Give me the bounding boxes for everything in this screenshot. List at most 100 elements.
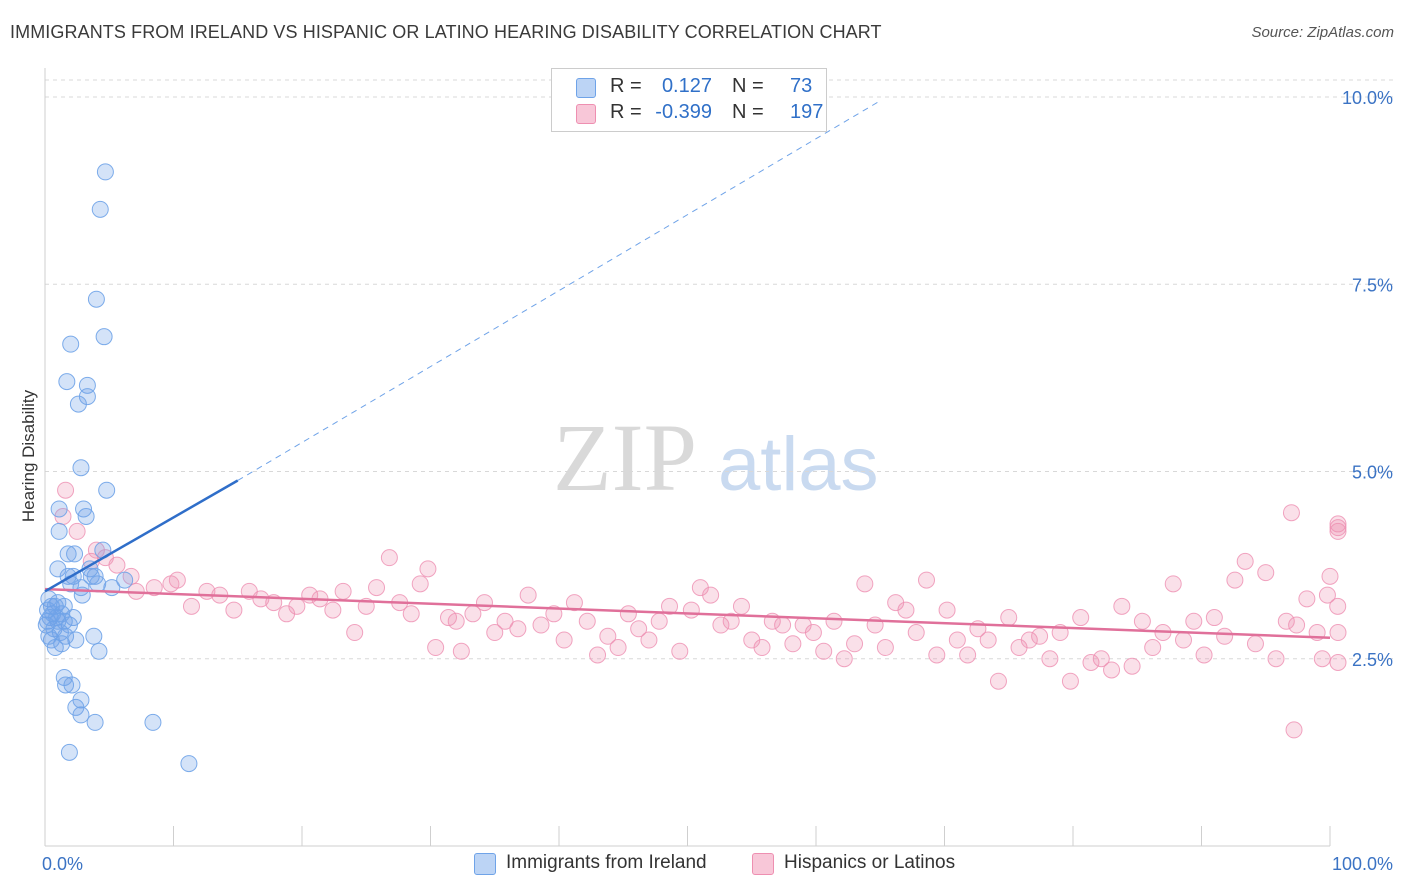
hispanic-points bbox=[54, 481, 1347, 739]
ireland-point bbox=[57, 676, 75, 694]
hispanic-swatch bbox=[576, 104, 596, 124]
hispanic-point bbox=[145, 579, 163, 597]
gridlines bbox=[45, 79, 1395, 660]
ireland-point bbox=[58, 373, 76, 391]
hispanic-point bbox=[1164, 575, 1182, 593]
hispanic-point bbox=[1092, 650, 1110, 668]
hispanic-point bbox=[1285, 721, 1303, 739]
hispanic-point bbox=[1277, 612, 1295, 630]
hispanic-legend-swatch bbox=[752, 853, 774, 875]
hispanic-point bbox=[589, 646, 607, 664]
hispanic-point bbox=[68, 522, 86, 540]
correlation-legend: R = 0.127 N = 73 R = -0.399 N = 197 bbox=[551, 68, 827, 132]
y-tick-label: 5.0% bbox=[1352, 463, 1393, 483]
ireland-point bbox=[144, 713, 162, 731]
hispanic-point bbox=[1123, 657, 1141, 675]
ireland-point bbox=[72, 459, 90, 477]
watermark-atlas: atlas bbox=[718, 422, 879, 507]
ireland-point bbox=[77, 507, 95, 525]
hispanic-point bbox=[774, 616, 792, 634]
hispanic-point bbox=[1288, 616, 1306, 634]
watermark-zip: ZIP bbox=[553, 404, 697, 511]
ireland-point bbox=[67, 631, 85, 649]
hispanic-point bbox=[599, 627, 617, 645]
hispanic-point bbox=[1195, 646, 1213, 664]
hispanic-point bbox=[1185, 612, 1203, 630]
y-axis-label: Hearing Disability bbox=[19, 389, 38, 522]
legend-r-label: R = bbox=[610, 101, 642, 123]
hispanic-point bbox=[578, 612, 596, 630]
ireland-points bbox=[37, 163, 198, 773]
ireland-point bbox=[180, 755, 198, 773]
hispanic-point bbox=[1103, 661, 1121, 679]
hispanic-point bbox=[753, 639, 771, 657]
ireland-point bbox=[46, 639, 64, 657]
hispanic-point bbox=[1329, 653, 1347, 671]
hispanic-point bbox=[784, 635, 802, 653]
trend-lines bbox=[44, 100, 1331, 640]
hispanic-point bbox=[565, 594, 583, 612]
hispanic-point bbox=[640, 631, 658, 649]
hispanic-point bbox=[1329, 624, 1347, 642]
ireland-legend-label: Immigrants from Ireland bbox=[506, 852, 707, 873]
hispanic-point bbox=[928, 646, 946, 664]
legend-n-value-ireland: 73 bbox=[790, 75, 813, 97]
hispanic-point bbox=[427, 639, 445, 657]
ireland-point bbox=[37, 616, 55, 634]
hispanic-point bbox=[1082, 653, 1100, 671]
hispanic-point bbox=[519, 586, 537, 604]
hispanic-point bbox=[682, 601, 700, 619]
hispanic-point bbox=[609, 639, 627, 657]
ireland-point bbox=[95, 328, 113, 346]
hispanic-point bbox=[288, 597, 306, 615]
hispanic-point bbox=[1205, 609, 1223, 627]
hispanic-point bbox=[57, 481, 75, 499]
y-tick-label: 2.5% bbox=[1352, 650, 1393, 670]
hispanic-point bbox=[1329, 515, 1347, 533]
ireland-point bbox=[59, 545, 77, 563]
hispanic-point bbox=[334, 582, 352, 600]
hispanic-point bbox=[918, 571, 936, 589]
legend-r-label: R = bbox=[610, 75, 642, 97]
hispanic-point bbox=[846, 635, 864, 653]
hispanic-point bbox=[182, 597, 200, 615]
hispanic-point bbox=[545, 605, 563, 623]
hispanic-point bbox=[732, 597, 750, 615]
hispanic-point bbox=[108, 556, 126, 574]
legend-r-value-hispanic: -0.399 bbox=[655, 101, 712, 123]
hispanic-point bbox=[815, 642, 833, 660]
hispanic-point bbox=[346, 624, 364, 642]
hispanic-point bbox=[368, 579, 386, 597]
legend-n-value-hispanic: 197 bbox=[790, 101, 824, 123]
hispanic-point bbox=[447, 612, 465, 630]
hispanic-point bbox=[452, 642, 470, 660]
legend-n-label: N = bbox=[732, 101, 764, 123]
hispanic-point bbox=[619, 605, 637, 623]
hispanic-point bbox=[1031, 627, 1049, 645]
hispanic-point bbox=[411, 575, 429, 593]
axes bbox=[44, 68, 1331, 847]
ireland-point bbox=[86, 713, 104, 731]
hispanic-point bbox=[532, 616, 550, 634]
x-tick-label: 100.0% bbox=[1332, 854, 1393, 874]
hispanic-point bbox=[225, 601, 243, 619]
ireland-point bbox=[91, 200, 109, 218]
hispanic-point bbox=[650, 612, 668, 630]
hispanic-point bbox=[555, 631, 573, 649]
hispanic-point bbox=[380, 549, 398, 567]
hispanic-point bbox=[702, 586, 720, 604]
hispanic-point bbox=[856, 575, 874, 593]
ireland-point bbox=[60, 743, 78, 761]
hispanic-point bbox=[897, 601, 915, 619]
hispanic-point bbox=[509, 620, 527, 638]
ireland-trend-line bbox=[44, 479, 239, 593]
chart-source: Source: ZipAtlas.com bbox=[1251, 24, 1394, 41]
zipatlas-watermark: ZIP atlas bbox=[553, 404, 879, 511]
hispanic-point bbox=[1061, 672, 1079, 690]
hispanic-point bbox=[1321, 567, 1339, 585]
hispanic-point bbox=[959, 646, 977, 664]
hispanic-point bbox=[1267, 650, 1285, 668]
hispanic-point bbox=[1000, 609, 1018, 627]
ireland-point bbox=[89, 575, 107, 593]
